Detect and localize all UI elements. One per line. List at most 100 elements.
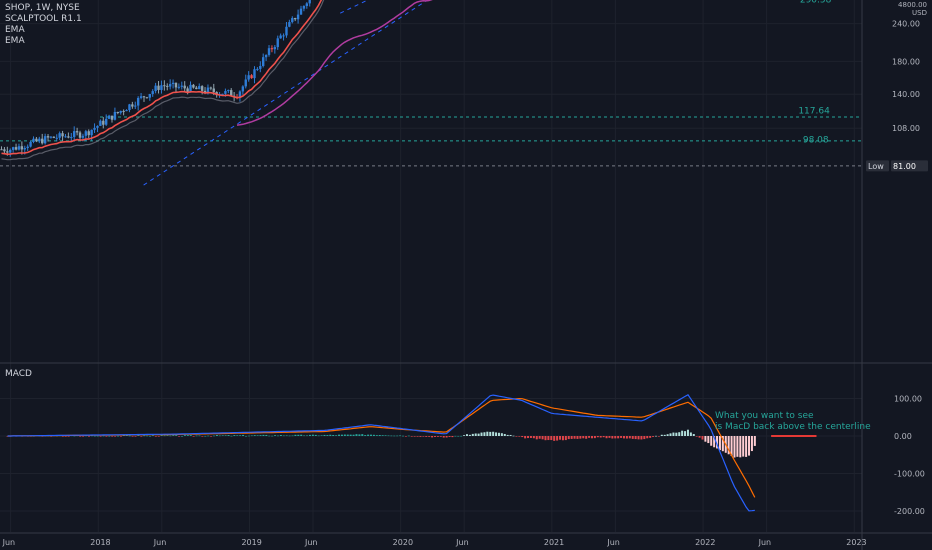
macd-histogram-bar xyxy=(224,435,227,436)
price-badge-value: 81.00 xyxy=(893,162,916,171)
macd-histogram-bar xyxy=(640,436,643,440)
macd-histogram-bar xyxy=(442,436,445,438)
macd-histogram-bar xyxy=(506,434,509,436)
macd-histogram-bar xyxy=(730,436,733,456)
macd-histogram-bar xyxy=(259,435,262,436)
legend-indicator-ema-2[interactable]: EMA xyxy=(5,36,25,46)
macd-histogram-bar xyxy=(128,435,131,437)
macd-histogram-bar xyxy=(567,436,570,440)
macd-histogram-bar xyxy=(748,436,751,456)
candle-body xyxy=(302,6,306,9)
candle-body xyxy=(136,97,140,106)
candle-body xyxy=(6,151,9,153)
macd-histogram-bar xyxy=(253,435,256,436)
time-axis-tick: 2023 xyxy=(846,538,866,547)
candle-body xyxy=(203,90,207,93)
macd-histogram-bar xyxy=(666,434,669,436)
macd-histogram-bar xyxy=(646,436,649,439)
macd-histogram-bar xyxy=(637,436,640,440)
macd-histogram-bar xyxy=(306,435,309,437)
macd-histogram-bar xyxy=(227,435,230,436)
ema-slow-line xyxy=(236,0,433,126)
candle-body xyxy=(32,138,35,142)
candle-body xyxy=(43,136,47,144)
macd-histogram-bar xyxy=(538,436,541,439)
legend-indicator-ema-1[interactable]: EMA xyxy=(5,25,25,35)
macd-histogram-bar xyxy=(652,436,655,437)
macd-histogram-bar xyxy=(617,436,620,439)
macd-histogram-bar xyxy=(320,435,323,436)
macd-histogram-bar xyxy=(585,436,588,439)
time-axis-tick: Jun xyxy=(455,538,469,547)
macd-histogram-bar xyxy=(314,434,317,436)
macd-histogram-bar xyxy=(718,436,721,451)
candle-body xyxy=(308,0,311,4)
candle-body xyxy=(38,138,41,142)
macd-histogram-bar xyxy=(201,436,204,437)
macd-histogram-bar xyxy=(663,434,666,436)
macd-line xyxy=(7,394,755,512)
macd-histogram-bar xyxy=(454,435,457,437)
macd-histogram-bar xyxy=(82,436,85,437)
macd-histogram-bar xyxy=(317,435,320,437)
macd-histogram-bar xyxy=(169,435,172,437)
macd-histogram-bar xyxy=(634,436,637,440)
macd-histogram-bar xyxy=(625,436,628,439)
candle-body xyxy=(113,111,117,120)
macd-histogram-bar xyxy=(654,435,657,437)
macd-histogram-bar xyxy=(303,435,306,437)
macd-histogram-bar xyxy=(183,435,186,436)
candle-body xyxy=(70,136,73,138)
candle-body xyxy=(73,131,76,137)
candle-body xyxy=(200,86,204,91)
macd-histogram-bar xyxy=(689,432,692,436)
candle-body xyxy=(102,120,105,125)
macd-histogram-bar xyxy=(340,434,343,436)
candle-body xyxy=(227,90,230,92)
legend-indicator-scalptool[interactable]: SCALPTOOL R1.1 xyxy=(5,14,82,24)
macd-histogram-bar xyxy=(282,435,285,437)
macd-histogram-bar xyxy=(474,433,477,436)
macd-histogram-bar xyxy=(6,436,9,437)
candle-body xyxy=(145,97,149,99)
time-axis-tick: Jun xyxy=(758,538,772,547)
macd-pane-label[interactable]: MACD xyxy=(5,369,32,379)
macd-histogram-bar xyxy=(468,434,471,436)
macd-histogram-bar xyxy=(463,435,466,436)
candle-body xyxy=(3,149,6,152)
legend-symbol[interactable]: SHOP, 1W, NYSE xyxy=(5,3,80,13)
candle-body xyxy=(267,48,271,55)
macd-histogram-bar xyxy=(381,435,384,436)
macd-histogram-bar xyxy=(105,436,108,437)
candle-body xyxy=(154,85,157,92)
macd-histogram-bar xyxy=(85,435,88,437)
level-label-9: 117.64 xyxy=(798,106,830,116)
macd-histogram-bar xyxy=(547,436,550,441)
macd-histogram-bar xyxy=(620,436,623,438)
price-axis-tick: 240.00 xyxy=(892,20,920,29)
macd-histogram-bar xyxy=(375,435,378,436)
macd-histogram-bar xyxy=(378,435,381,436)
candle-body xyxy=(46,136,50,138)
macd-histogram-bar xyxy=(750,436,753,452)
candle-body xyxy=(99,120,102,126)
candle-body xyxy=(128,104,131,111)
macd-histogram-bar xyxy=(247,435,250,437)
macd-axis-tick: 0.00 xyxy=(894,432,912,441)
macd-histogram-bar xyxy=(308,434,311,436)
time-axis-tick: Jun xyxy=(606,538,620,547)
macd-histogram-bar xyxy=(445,436,448,438)
macd-histogram-bar xyxy=(393,435,396,437)
macd-histogram-bar xyxy=(73,435,76,437)
price-scale-top-value: 4800.00 xyxy=(898,1,927,9)
candle-body xyxy=(142,96,146,98)
candle-body xyxy=(180,85,183,87)
candle-body xyxy=(122,110,125,112)
candle-body xyxy=(17,146,21,150)
candle-body xyxy=(293,18,297,20)
macd-histogram-bar xyxy=(608,436,611,438)
annotation-note-line1: What you want to see xyxy=(715,411,814,421)
macd-histogram-bar xyxy=(285,435,288,437)
macd-histogram-bar xyxy=(489,431,492,436)
